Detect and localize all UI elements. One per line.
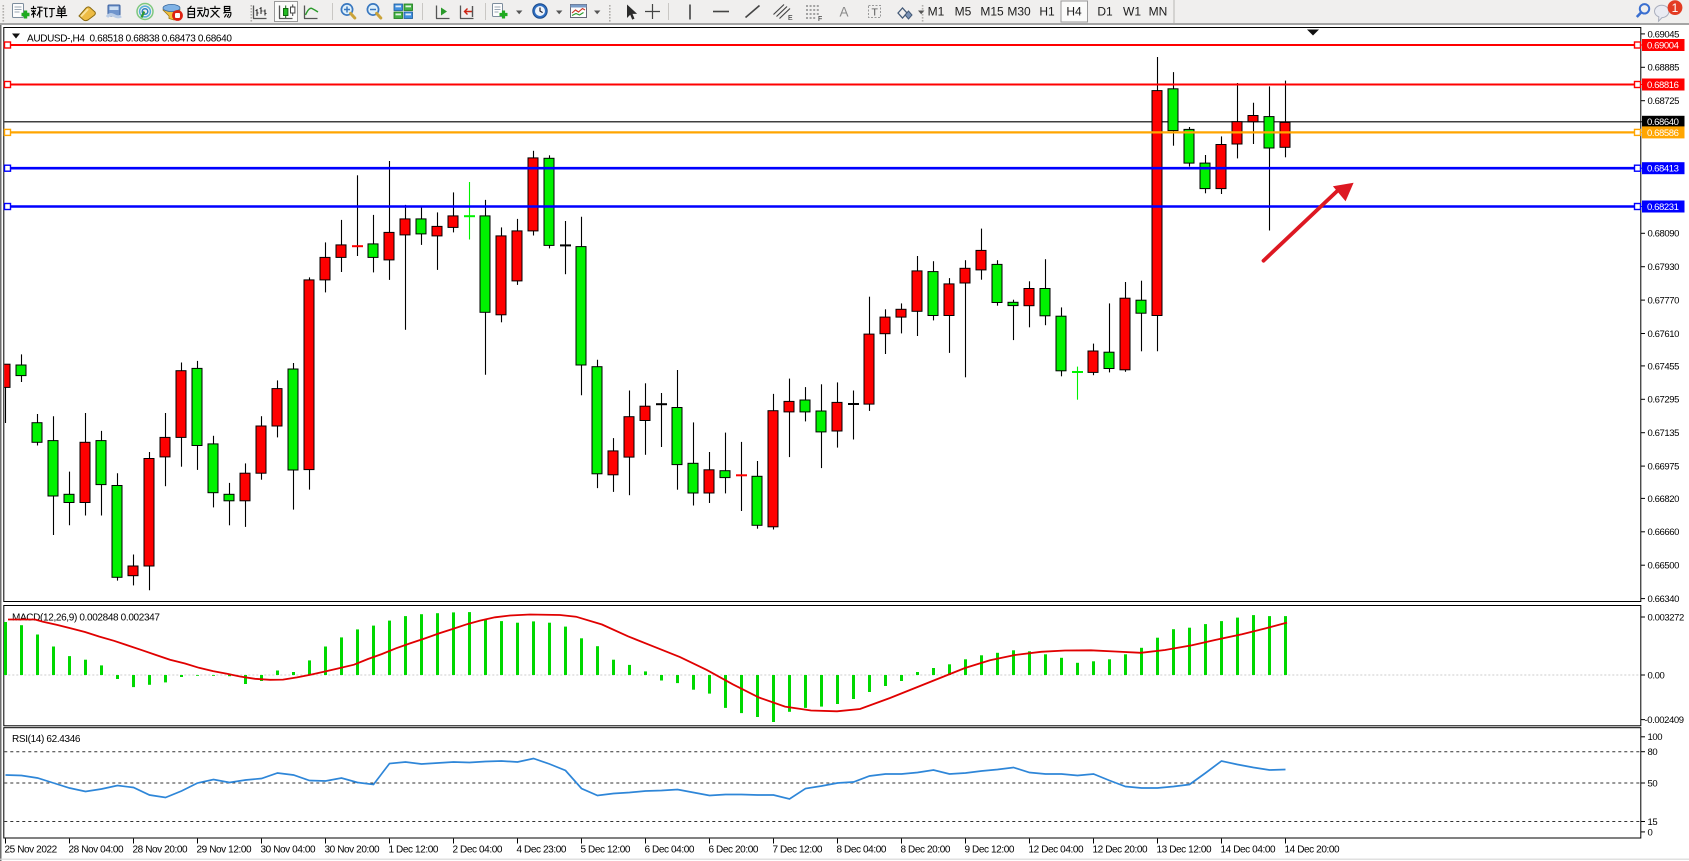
svg-text:0.66500: 0.66500 [1648,561,1680,572]
svg-text:-0.002409: -0.002409 [1645,715,1684,726]
svg-text:12 Dec 04:00: 12 Dec 04:00 [1029,845,1085,856]
svg-text:H1: H1 [1039,5,1055,19]
svg-text:50: 50 [1648,778,1658,789]
svg-text:100: 100 [1648,732,1663,743]
svg-text:E: E [788,15,793,22]
svg-text:0.67770: 0.67770 [1648,296,1680,307]
svg-text:2 Dec 04:00: 2 Dec 04:00 [453,845,503,856]
svg-text:12 Dec 20:00: 12 Dec 20:00 [1093,845,1149,856]
svg-text:30 Nov 20:00: 30 Nov 20:00 [325,845,381,856]
svg-text:0.67930: 0.67930 [1648,262,1680,273]
svg-text:15: 15 [1648,817,1658,828]
svg-text:0.69045: 0.69045 [1648,29,1680,40]
svg-text:28 Nov 20:00: 28 Nov 20:00 [133,845,189,856]
svg-text:0.66820: 0.66820 [1648,494,1680,505]
svg-text:5 Dec 12:00: 5 Dec 12:00 [581,845,631,856]
svg-text:0.68090: 0.68090 [1648,229,1680,240]
svg-text:6 Dec 04:00: 6 Dec 04:00 [645,845,695,856]
svg-text:14 Dec 20:00: 14 Dec 20:00 [1285,845,1341,856]
svg-text:MACD(12,26,9) 0.002848 0.00234: MACD(12,26,9) 0.002848 0.002347 [12,613,160,624]
svg-text:25 Nov 2022: 25 Nov 2022 [5,845,58,856]
svg-text:M5: M5 [955,5,972,19]
svg-text:0.68725: 0.68725 [1648,96,1680,107]
svg-text:A: A [840,5,849,20]
svg-text:14 Dec 04:00: 14 Dec 04:00 [1221,845,1277,856]
svg-text:RSI(14) 62.4346: RSI(14) 62.4346 [12,734,81,745]
svg-text:80: 80 [1648,747,1658,758]
svg-text:8 Dec 20:00: 8 Dec 20:00 [901,845,951,856]
svg-text:M30: M30 [1007,5,1031,19]
svg-text:28 Nov 04:00: 28 Nov 04:00 [69,845,125,856]
svg-text:M15: M15 [980,5,1004,19]
svg-text:7 Dec 12:00: 7 Dec 12:00 [773,845,823,856]
svg-text:0.68885: 0.68885 [1648,63,1680,74]
svg-text:0.68586: 0.68586 [1647,128,1679,139]
svg-text:0.003272: 0.003272 [1648,612,1685,623]
svg-text:6 Dec 20:00: 6 Dec 20:00 [709,845,759,856]
svg-text:1: 1 [1672,1,1679,15]
svg-text:30 Nov 04:00: 30 Nov 04:00 [261,845,317,856]
svg-text:0.68413: 0.68413 [1647,164,1679,175]
svg-text:29 Nov 12:00: 29 Nov 12:00 [197,845,253,856]
svg-text:0: 0 [1648,827,1653,838]
svg-text:1 Dec 12:00: 1 Dec 12:00 [389,845,439,856]
svg-text:F: F [818,16,822,23]
svg-text:9 Dec 12:00: 9 Dec 12:00 [965,845,1015,856]
svg-text:0.68816: 0.68816 [1647,80,1679,91]
svg-text:8 Dec 04:00: 8 Dec 04:00 [837,845,887,856]
svg-text:H4: H4 [1066,5,1082,19]
svg-text:13 Dec 12:00: 13 Dec 12:00 [1157,845,1213,856]
svg-text:W1: W1 [1123,5,1141,19]
svg-text:0.67295: 0.67295 [1648,395,1680,406]
svg-text:0.69004: 0.69004 [1647,40,1679,51]
svg-text:AUDUSD-,H4 0.68518 0.68838 0.: AUDUSD-,H4 0.68518 0.68838 0.68473 0.686… [27,34,232,45]
svg-text:0.66340: 0.66340 [1648,594,1680,605]
svg-text:0.67610: 0.67610 [1648,329,1680,340]
svg-text:0.66660: 0.66660 [1648,527,1680,538]
svg-text:4 Dec 23:00: 4 Dec 23:00 [517,845,567,856]
svg-text:0.67135: 0.67135 [1648,428,1680,439]
svg-text:MN: MN [1149,5,1168,19]
svg-text:0.00: 0.00 [1648,670,1665,681]
svg-text:M1: M1 [928,5,945,19]
svg-text:0.68231: 0.68231 [1647,202,1679,213]
svg-text:D1: D1 [1097,5,1113,19]
svg-text:0.66975: 0.66975 [1648,462,1680,473]
svg-text:T: T [872,7,879,19]
svg-text:0.68640: 0.68640 [1647,117,1679,128]
svg-text:0.67455: 0.67455 [1648,361,1680,372]
